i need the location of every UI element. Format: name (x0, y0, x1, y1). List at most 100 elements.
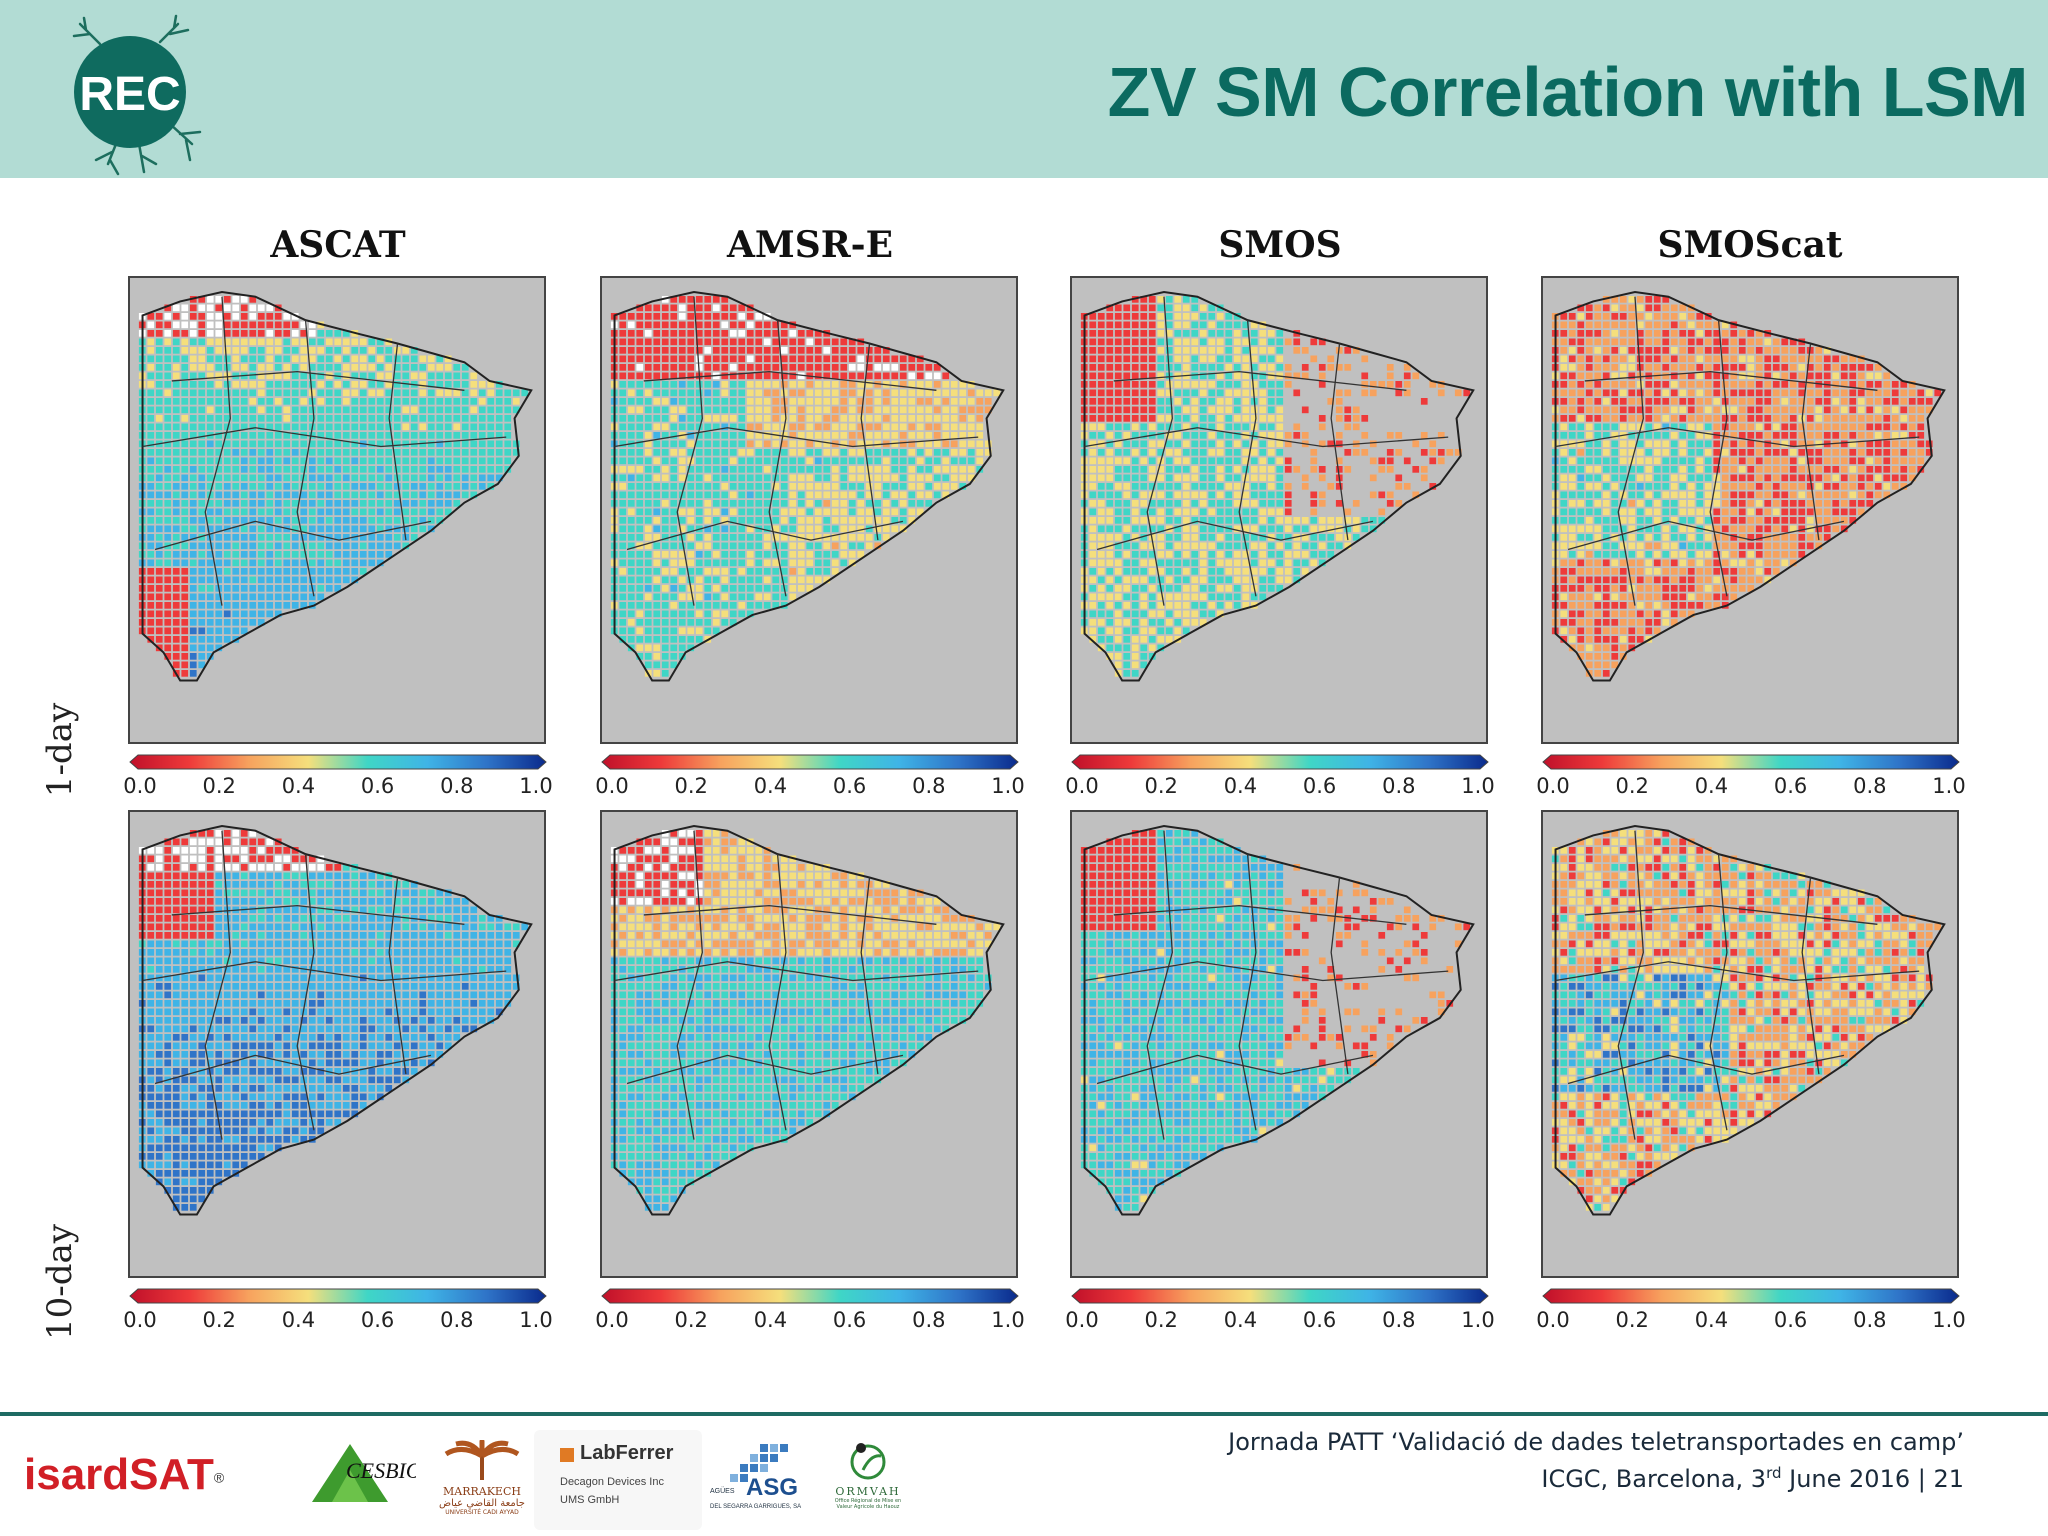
asg-text: ASG (746, 1474, 799, 1501)
region-outline (141, 825, 533, 1216)
region-outline (1083, 825, 1475, 1216)
colorbar (601, 1288, 1019, 1304)
marrakech-logo: MARRAKECH جامعة القاضي عياض UNIVERSITÉ C… (436, 1438, 528, 1516)
map-image (1551, 291, 1946, 682)
colorbar-tick-label: 1.0 (1932, 774, 1966, 798)
colorbar (1071, 754, 1489, 770)
map-image (1080, 825, 1475, 1216)
colorbar-tick-label: 0.0 (595, 774, 629, 798)
ormvah-text: ORMVAH (835, 1485, 901, 1498)
colorbar-ticks: 0.0 0.2 0.4 0.6 0.8 1.0 (1536, 774, 1981, 802)
colorbar-tick-label: 0.8 (1382, 1308, 1416, 1332)
colorbar-tick-label: 1.0 (519, 774, 553, 798)
colorbar-tick-label: 0.6 (1773, 774, 1808, 798)
footer-event-line: Jornada PATT ‘Validació de dades teletra… (1228, 1428, 1964, 1456)
colorbar-tick-label: 1.0 (991, 774, 1025, 798)
map-panel-amsre-10day (600, 810, 1018, 1278)
isardsat-mark: ® (213, 1469, 225, 1486)
cesbio-logo: CESBIO (312, 1444, 416, 1502)
colorbar (129, 1288, 547, 1304)
colorbar-tick-label: 1.0 (1932, 1308, 1966, 1332)
region-outline (1554, 291, 1946, 682)
colorbar-tick-label: 0.2 (202, 1308, 236, 1332)
colorbar-ticks: 0.0 0.2 0.4 0.6 0.8 1.0 (1536, 1308, 1981, 1336)
labferrer-sub2: UMS GmbH (560, 1494, 620, 1506)
colorbar-tick-label: 0.4 (1694, 1308, 1729, 1332)
colorbar (1542, 1288, 1960, 1304)
colorbar-tick-label: 0.8 (440, 774, 474, 798)
colorbar-tick-label: 0.0 (1536, 1308, 1570, 1332)
colorbar (129, 754, 547, 770)
colorbar-tick-label: 0.0 (1065, 774, 1099, 798)
colorbar-tick-label: 0.4 (1694, 774, 1729, 798)
map-panel-smos-1day (1070, 276, 1488, 744)
marrakech-text: MARRAKECH (443, 1485, 521, 1498)
colorbar-tick-label: 0.6 (1302, 1308, 1337, 1332)
row-label-1day: 1-day (40, 702, 80, 798)
column-title-smoscat: SMOScat (1657, 224, 1843, 266)
asg-grid-icon (730, 1444, 788, 1482)
colorbar-ticks: 0.0 0.2 0.4 0.6 0.8 1.0 (595, 1308, 1040, 1336)
region-outline (1083, 291, 1475, 682)
map-image (138, 825, 533, 1216)
slide-header: REC ZV SM Correlation with LSM (0, 0, 2048, 178)
colorbar-tick-label: 0.6 (360, 1308, 395, 1332)
column-title-smos: SMOS (1218, 224, 1342, 266)
labferrer-square-icon (560, 1448, 574, 1462)
map-image (610, 825, 1005, 1216)
map-panel-ascat-10day (128, 810, 546, 1278)
colorbar-ticks: 0.0 0.2 0.4 0.6 0.8 1.0 (123, 1308, 568, 1336)
colorbar-ticks: 0.0 0.2 0.4 0.6 0.8 1.0 (123, 774, 568, 802)
colorbar-tick-label: 0.2 (1144, 774, 1178, 798)
page-title: ZV SM Correlation with LSM (1107, 53, 2029, 131)
colorbar-tick-label: 0.4 (281, 774, 316, 798)
column-title-ascat: ASCAT (270, 224, 406, 266)
region-outline (1554, 825, 1946, 1216)
labferrer-logo: LabFerrer Decagon Devices Inc UMS GmbH (534, 1430, 702, 1530)
marrakech-sub: UNIVERSITÉ CADI AYYAD (445, 1509, 519, 1516)
colorbar-tick-label: 0.2 (202, 774, 236, 798)
isardsat-logo-text: isardSAT (24, 1450, 214, 1499)
colorbar (1542, 754, 1960, 770)
footer-venue-line: ICGC, Barcelona, 3rd June 2016 | 21 (1541, 1464, 1964, 1493)
colorbar-tick-label: 0.0 (1065, 1308, 1099, 1332)
colorbar-ticks: 0.0 0.2 0.4 0.6 0.8 1.0 (595, 774, 1040, 802)
asg-left-text: AGÜES (710, 1488, 735, 1495)
colorbar-tick-label: 0.2 (1615, 1308, 1649, 1332)
colorbar-tick-label: 1.0 (1461, 1308, 1495, 1332)
colorbar-tick-label: 0.4 (281, 1308, 316, 1332)
isardsat-logo: isardSAT® (24, 1450, 224, 1500)
colorbar-tick-label: 1.0 (991, 1308, 1025, 1332)
colorbar-tick-label: 0.0 (595, 1308, 629, 1332)
colorbar-tick-label: 0.6 (1302, 774, 1337, 798)
colorbar-tick-label: 0.0 (123, 774, 157, 798)
row-label-10day: 10-day (40, 1224, 80, 1340)
colorbar-tick-label: 0.4 (753, 774, 788, 798)
colorbar-tick-label: 0.4 (1223, 1308, 1258, 1332)
colorbar-tick-label: 0.0 (1536, 774, 1570, 798)
rec-logo: REC (72, 14, 202, 176)
footer-divider (0, 1412, 2048, 1416)
colorbar-tick-label: 0.2 (1615, 774, 1649, 798)
ormvah-sub: Office Régional de Mise en Valeur Agrico… (834, 1498, 902, 1510)
colorbar-tick-label: 0.6 (832, 1308, 867, 1332)
region-outline (613, 825, 1005, 1216)
ormvah-logo: ORMVAH Office Régional de Mise en Valeur… (828, 1440, 908, 1510)
colorbar (601, 754, 1019, 770)
colorbar-tick-label: 0.6 (360, 774, 395, 798)
cesbio-logo-text: CESBIO (346, 1458, 416, 1483)
marrakech-arabic: جامعة القاضي عياض (438, 1498, 525, 1509)
colorbar-tick-label: 0.2 (674, 774, 708, 798)
colorbar-tick-label: 0.0 (123, 1308, 157, 1332)
colorbar-tick-label: 0.4 (753, 1308, 788, 1332)
colorbar-tick-label: 0.8 (912, 774, 946, 798)
map-panel-amsre-1day (600, 276, 1018, 744)
labferrer-sub1: Decagon Devices Inc (560, 1476, 664, 1488)
region-outline (613, 291, 1005, 682)
asg-sub: DEL SEGARRA GARRIGUES, SA (710, 1504, 802, 1510)
palm-icon (444, 1438, 520, 1480)
ormvah-leaf-icon (850, 1443, 886, 1480)
footer-venue-prefix: ICGC, Barcelona, 3 (1541, 1465, 1767, 1493)
map-image (138, 291, 533, 682)
colorbar-ticks: 0.0 0.2 0.4 0.6 0.8 1.0 (1065, 774, 1510, 802)
